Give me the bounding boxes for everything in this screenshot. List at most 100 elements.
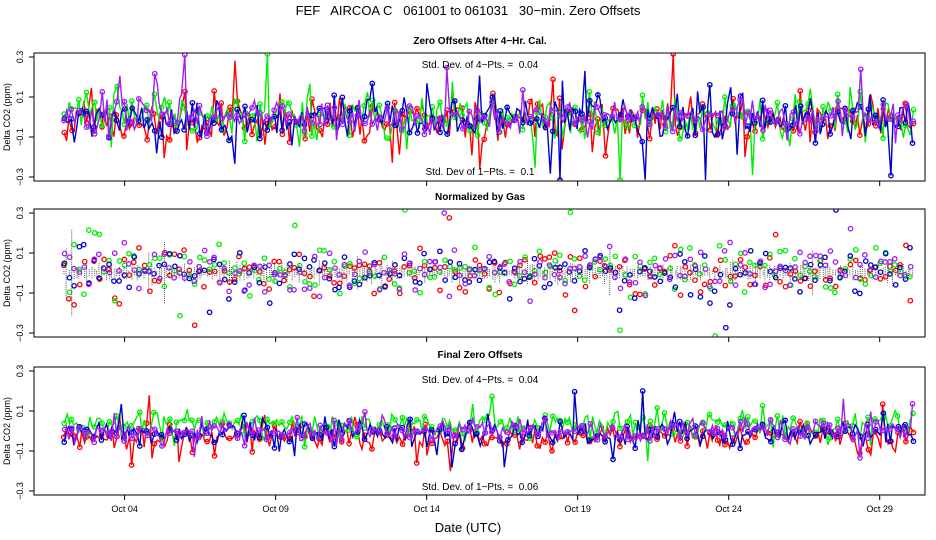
panel-1-series-purple-point <box>242 112 248 118</box>
panel-2-series-green-point <box>651 255 658 262</box>
panel-1-series-purple-point <box>601 111 608 118</box>
panel-2-series-green-point <box>752 262 758 269</box>
panel-2-series-red-point <box>181 247 187 253</box>
panel-1-series-purple-point <box>331 104 338 111</box>
panel-2-series-red-point <box>766 255 773 261</box>
panel-3-series-purple-point <box>324 430 331 436</box>
panel-1-series-purple-point <box>805 115 811 122</box>
panel-1-series-purple-point <box>842 107 849 113</box>
panel-3-series-green-point <box>264 416 271 423</box>
panel-2-series-red-point <box>576 255 583 262</box>
panel-2-series-green-point <box>442 257 448 264</box>
panel-3-series-purple-point <box>707 428 714 435</box>
panel-2-series-purple-point <box>401 251 408 257</box>
panel-2-series-purple-point <box>512 269 519 276</box>
panel-3-series-purple-point <box>617 434 624 440</box>
panel-2-series-purple-point <box>716 278 723 284</box>
panel-3-series-green-point <box>759 402 766 409</box>
y-tick-label: −0.3 <box>15 482 25 500</box>
panel-3-series-green-point <box>301 444 308 450</box>
panel-1-series-red-point <box>361 137 368 144</box>
panel-1-series-purple-point <box>317 121 323 128</box>
panel-1-series-blue-point <box>557 177 563 181</box>
panel-1-series-blue-point <box>527 120 534 126</box>
y-tick-label: −0.1 <box>15 128 25 146</box>
y-tick-label: 0.3 <box>15 207 25 220</box>
panel-2-series-blue-point <box>631 295 638 302</box>
panel-1-series-blue-point <box>759 97 766 104</box>
panel-2-series-blue-point <box>711 288 718 295</box>
panel-1-series-green-point <box>721 94 728 100</box>
panel-3-series-purple-point <box>684 430 691 437</box>
panel-1-series-purple-point <box>707 111 713 118</box>
panel-2-series-blue-point <box>707 300 713 306</box>
panel-1-series-purple-point <box>745 110 751 116</box>
panel-1-series-purple-point <box>428 118 435 124</box>
panel-2-series-purple-point <box>757 258 764 264</box>
panel-1-series-purple-point <box>354 112 361 119</box>
panel-2-series-blue-point <box>321 260 328 266</box>
panel-2-series-blue-point <box>602 268 609 275</box>
panel-2-series-purple-point <box>111 250 118 257</box>
panel-2-series-blue-point <box>116 278 122 284</box>
panel-1-series-blue-point <box>700 104 707 110</box>
panel-3-series-green-point <box>406 429 413 435</box>
panel-1-series-purple-point <box>699 126 706 133</box>
panel-2-series-purple-point <box>542 274 548 281</box>
panel-1-series-red-point <box>594 116 601 122</box>
panel-3-series-purple-point <box>624 436 631 443</box>
panel-3-series-purple-point <box>437 423 444 429</box>
panel-2-series-purple-point <box>441 210 448 216</box>
panel-2-series-green-point <box>337 290 343 297</box>
panel-2-series-purple-point <box>211 254 217 261</box>
panel-1-series-green-point <box>474 132 481 139</box>
panel-2-series-purple-point <box>532 271 538 278</box>
panel-1-series-green-point <box>437 99 443 106</box>
panel-2-series-purple-point <box>362 249 369 255</box>
panel-1-series-blue-point <box>812 140 819 146</box>
panel-3-series-purple-point <box>83 429 90 436</box>
panel-1-series-purple-point <box>129 119 136 125</box>
panel-2-series-red-point <box>130 259 137 266</box>
panel-1-series-blue-point <box>706 81 713 88</box>
panel-2-series-green-point <box>782 247 789 254</box>
panel-2-series-blue-point <box>833 209 839 213</box>
panel-3-series-red-point <box>369 446 375 452</box>
panel-2-series-purple-point <box>121 239 128 246</box>
panel-2-series-red-point <box>241 265 248 272</box>
panel-2-series-red-point <box>626 281 633 288</box>
panel-3-series-purple-point <box>534 431 541 438</box>
panel-1-series-green-point <box>376 102 383 109</box>
panel-1-series-blue-point <box>827 131 834 137</box>
panel-2-series-red-point <box>472 257 479 263</box>
panel-2-series-red-point <box>546 254 553 261</box>
panel-1-series-blue-point <box>865 106 872 113</box>
panel-3-series-blue-point <box>211 439 217 446</box>
panel-1-series-green-point <box>617 177 623 181</box>
panel-2-series-red-point <box>852 257 859 264</box>
panel-1-series-green-point <box>639 92 646 99</box>
panel-3-series-green-point <box>744 413 751 420</box>
panel-3-series-purple-point <box>677 435 684 441</box>
panel-2-series-green-point <box>486 284 493 291</box>
panel-3-series-green-point <box>421 413 428 420</box>
panel-3-series-purple-point <box>744 421 751 427</box>
panel-3-series-purple-point <box>106 429 112 436</box>
panel-1-series-blue-point <box>151 128 158 134</box>
panel-3-series-red-point <box>865 446 872 453</box>
panel-3-series-purple-point <box>527 425 534 432</box>
panel-3-series <box>60 388 917 472</box>
panel-1-series-purple-point <box>557 112 564 119</box>
panel-3-series-purple-point <box>69 425 75 431</box>
panel-3-series-red-point <box>714 437 721 444</box>
panel-2-series-purple-point <box>807 253 813 260</box>
panel-2-series-blue-point <box>872 264 879 270</box>
panel-2-series-green-point <box>747 259 753 266</box>
panel-1-series-blue-point <box>533 116 540 122</box>
panel-3-ylabel: Delta CO2 (ppm) <box>2 397 12 465</box>
panel-2-series-blue-point <box>341 254 348 260</box>
panel-3-series-purple-point <box>767 416 774 423</box>
panel-1-series-green-point <box>308 133 315 139</box>
panel-3-series-green-point <box>279 419 285 425</box>
panel-1-series-red-point <box>121 133 127 139</box>
